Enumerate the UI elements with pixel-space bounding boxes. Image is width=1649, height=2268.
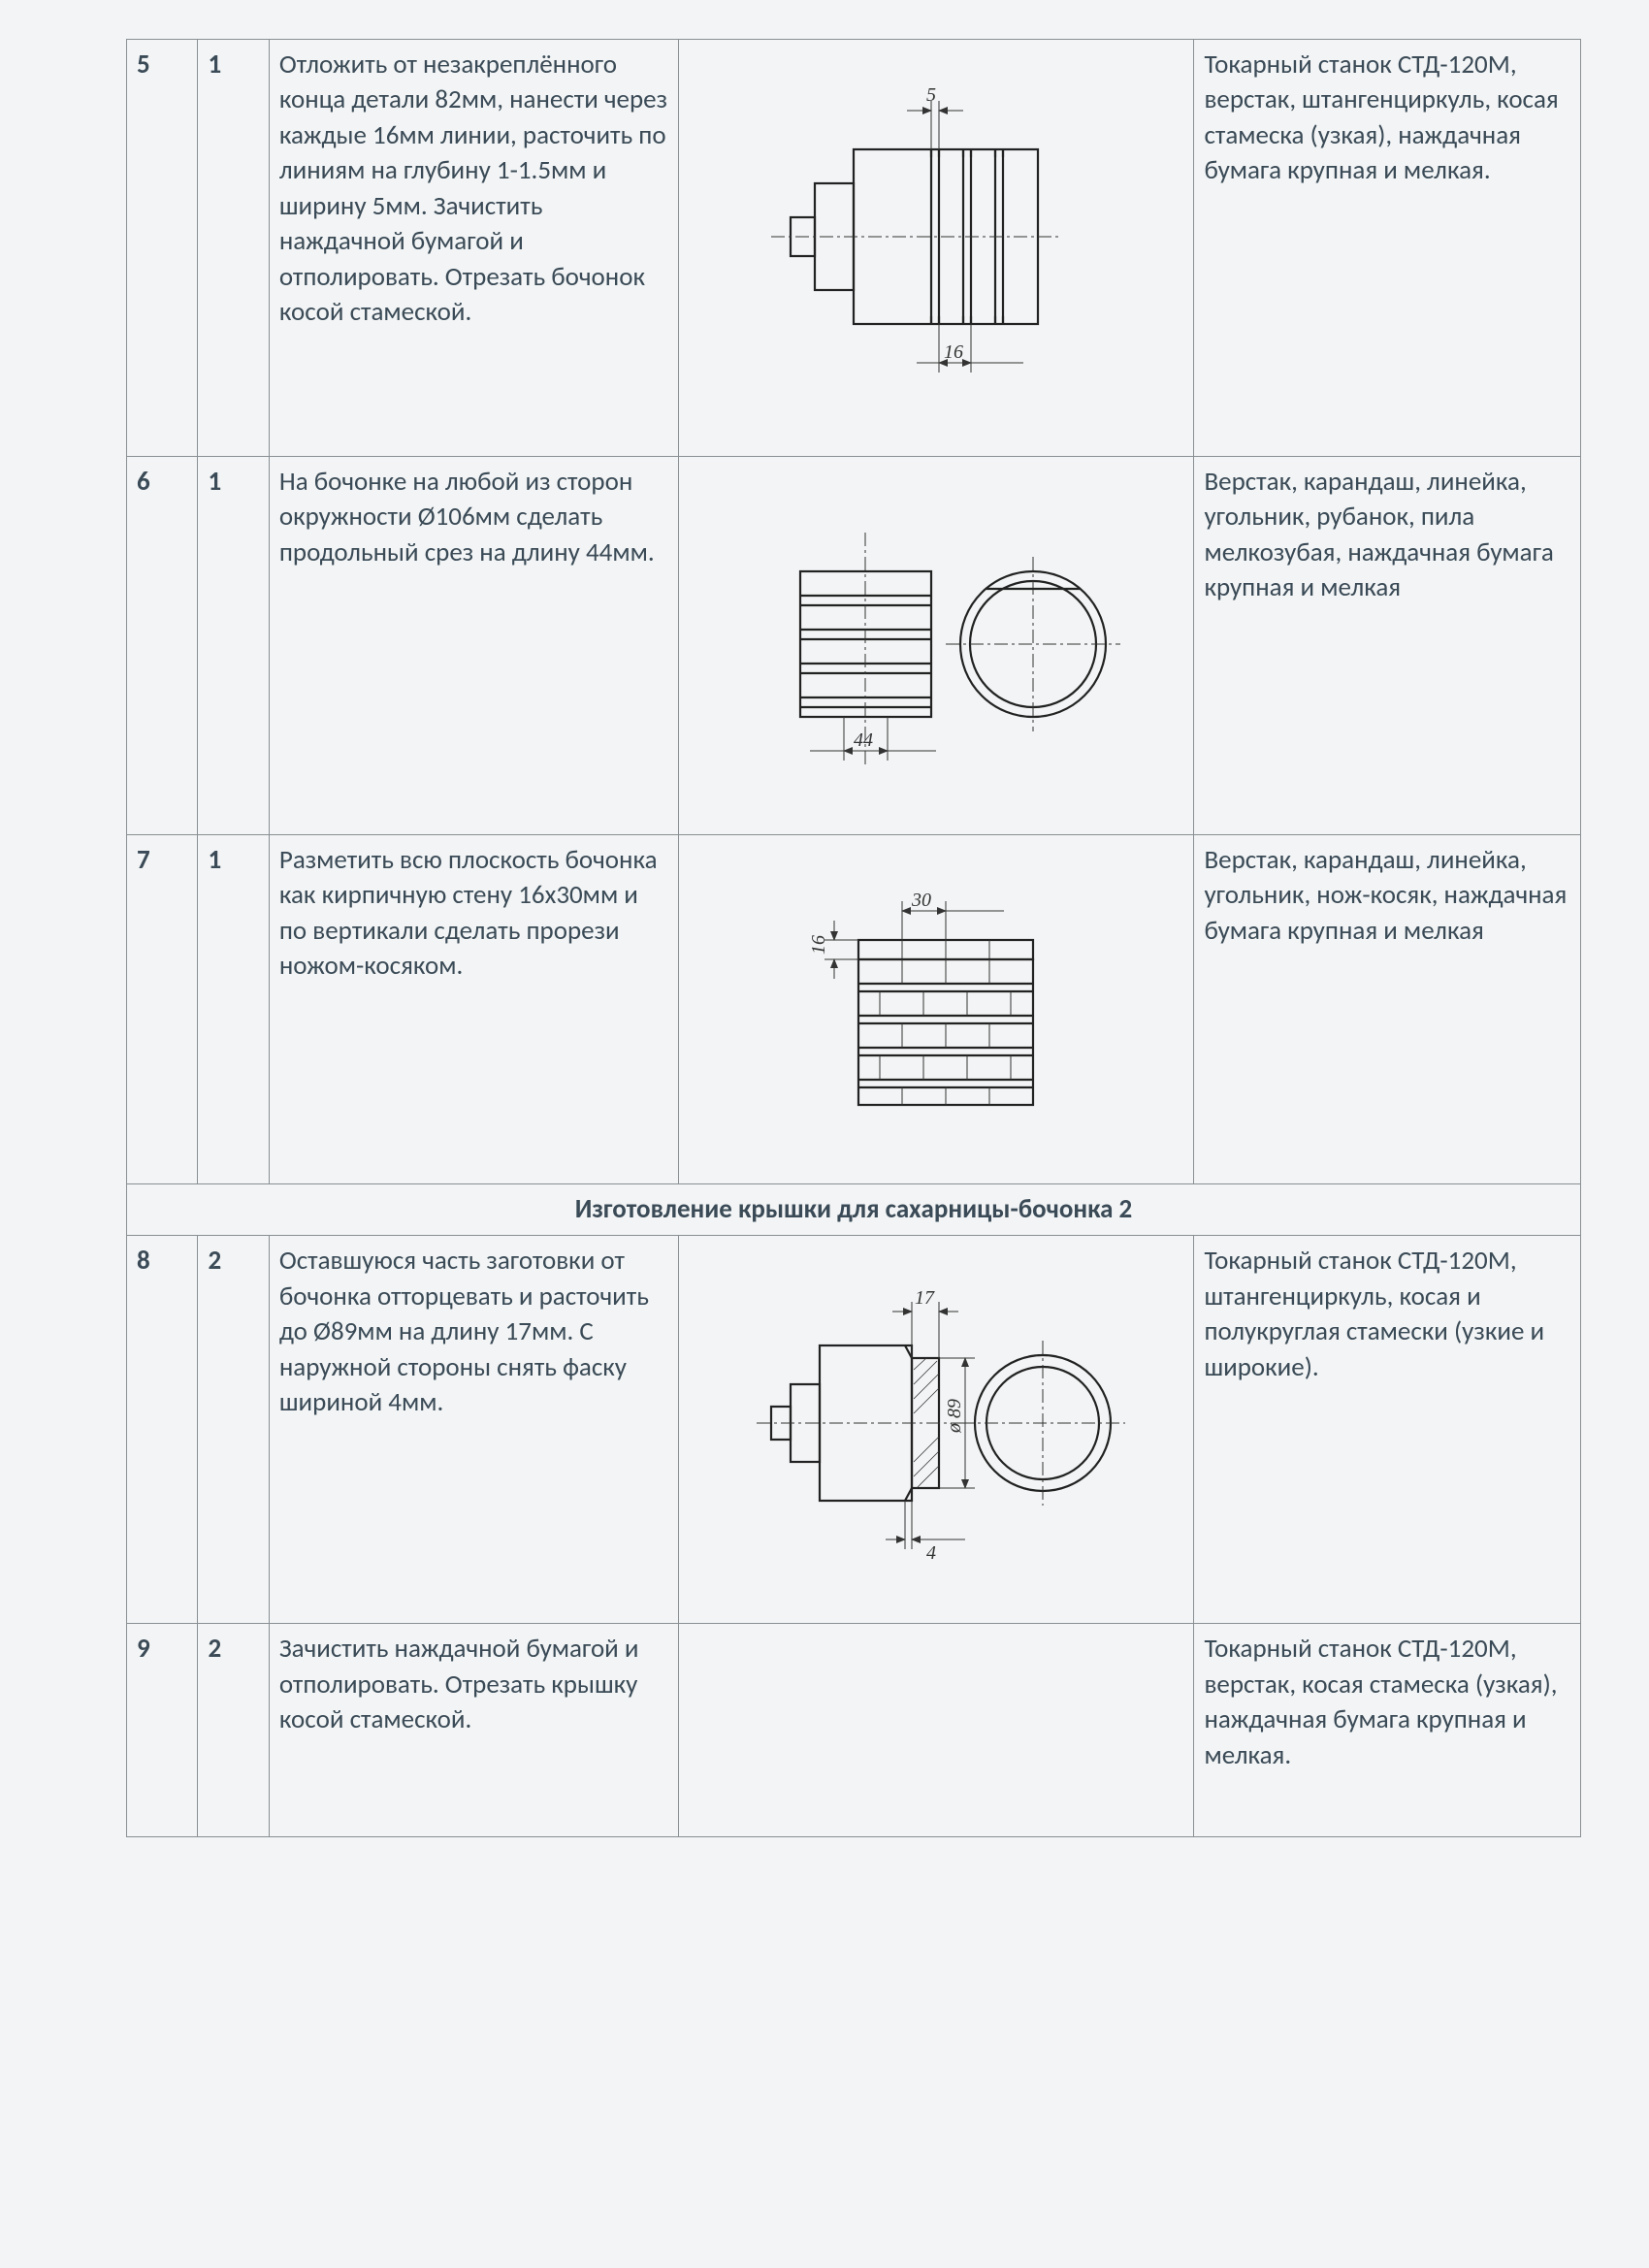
step-number: 5 bbox=[127, 40, 198, 457]
drawing-grooves-icon: 5 16 bbox=[732, 48, 1140, 416]
step-qty: 1 bbox=[198, 835, 269, 1184]
section-header-row: Изготовление крышки для сахарницы-бочонк… bbox=[127, 1184, 1581, 1236]
table-row: 9 2 Зачистить наждачной бумагой и отполи… bbox=[127, 1624, 1581, 1837]
table-row: 7 1 Разметить всю плоскость бочонка как … bbox=[127, 835, 1581, 1184]
process-table: 5 1 Отложить от незакреплённого конца де… bbox=[126, 39, 1581, 1837]
table-row: 8 2 Оставшуюся часть заготовки от бочонк… bbox=[127, 1236, 1581, 1624]
step-qty: 2 bbox=[198, 1236, 269, 1624]
step-tools: Токарный станок СТД-120М, верстак, штанг… bbox=[1194, 40, 1581, 457]
section-header: Изготовление крышки для сахарницы-бочонк… bbox=[127, 1184, 1581, 1236]
drawing-lid-icon: 17 ø 89 4 bbox=[732, 1244, 1140, 1593]
step-description: Оставшуюся часть заготовки от бочонка от… bbox=[269, 1236, 679, 1624]
drawing-brick-icon: 30 16 bbox=[732, 843, 1140, 1153]
step-description: На бочонке на любой из сторон окружности… bbox=[269, 457, 679, 835]
dim-label: 30 bbox=[911, 890, 931, 911]
step-number: 6 bbox=[127, 457, 198, 835]
step-drawing: 30 16 bbox=[679, 835, 1194, 1184]
dim-label: ø 89 bbox=[944, 1399, 965, 1434]
step-description: Разметить всю плоскость бочонка как кирп… bbox=[269, 835, 679, 1184]
table-row: 6 1 На бочонке на любой из сторон окружн… bbox=[127, 457, 1581, 835]
step-drawing: 44 bbox=[679, 457, 1194, 835]
dim-label: 4 bbox=[926, 1542, 936, 1564]
dim-label: 44 bbox=[854, 729, 873, 751]
dim-label: 16 bbox=[944, 341, 963, 363]
drawing-flatcut-icon: 44 bbox=[732, 465, 1140, 804]
step-qty: 2 bbox=[198, 1624, 269, 1837]
dim-label: 17 bbox=[915, 1287, 935, 1309]
step-tools: Верстак, карандаш, линейка, угольник, но… bbox=[1194, 835, 1581, 1184]
step-description: Зачистить наждачной бумагой и отполирова… bbox=[269, 1624, 679, 1837]
step-drawing: 5 16 bbox=[679, 40, 1194, 457]
step-description: Отложить от незакреплённого конца детали… bbox=[269, 40, 679, 457]
dim-label: 16 bbox=[808, 935, 829, 955]
step-number: 9 bbox=[127, 1624, 198, 1837]
step-tools: Токарный станок СТД-120М, верстак, косая… bbox=[1194, 1624, 1581, 1837]
step-number: 7 bbox=[127, 835, 198, 1184]
table-row: 5 1 Отложить от незакреплённого конца де… bbox=[127, 40, 1581, 457]
step-qty: 1 bbox=[198, 40, 269, 457]
step-tools: Верстак, карандаш, линейка, угольник, ру… bbox=[1194, 457, 1581, 835]
step-drawing: 17 ø 89 4 bbox=[679, 1236, 1194, 1624]
step-qty: 1 bbox=[198, 457, 269, 835]
dim-label: 5 bbox=[926, 84, 936, 106]
document-page: 5 1 Отложить от незакреплённого конца де… bbox=[0, 0, 1649, 2268]
step-drawing bbox=[679, 1624, 1194, 1837]
step-number: 8 bbox=[127, 1236, 198, 1624]
step-tools: Токарный станок СТД-120М, штангенциркуль… bbox=[1194, 1236, 1581, 1624]
